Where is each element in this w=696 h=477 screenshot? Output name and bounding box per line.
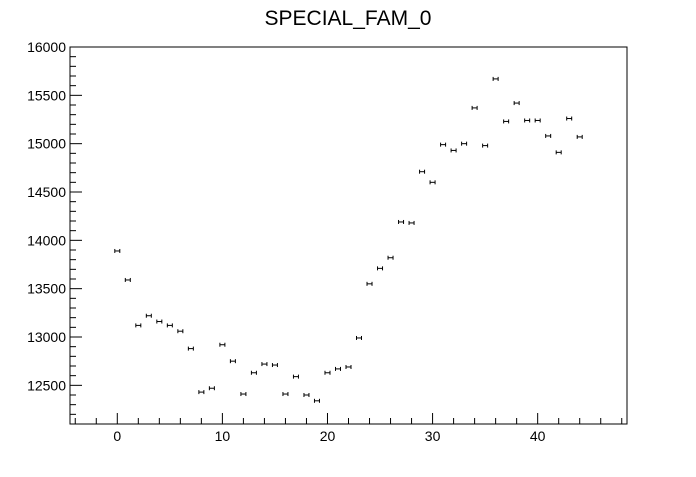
- data-point: [492, 76, 499, 81]
- data-point: [324, 370, 331, 375]
- y-tick-label: 15000: [27, 136, 66, 152]
- data-point: [387, 255, 394, 260]
- x-tick-label: 0: [113, 428, 121, 444]
- data-point: [219, 342, 226, 347]
- data-point: [198, 390, 205, 395]
- data-point: [408, 220, 415, 225]
- x-axis: 0 10 20 30 40: [74, 413, 623, 444]
- data-point: [229, 359, 236, 364]
- data-point: [135, 323, 142, 328]
- data-point: [419, 169, 426, 174]
- data-point: [177, 329, 184, 334]
- data-point: [187, 346, 194, 351]
- data-point: [503, 119, 510, 124]
- y-tick-label: 12500: [27, 377, 66, 393]
- data-point: [555, 150, 562, 155]
- data-point: [271, 363, 278, 368]
- data-point: [429, 180, 436, 185]
- data-point: [282, 392, 289, 397]
- y-tick-label: 13000: [27, 329, 66, 345]
- data-point: [513, 101, 520, 106]
- chart-title: SPECIAL_FAM_0: [265, 7, 432, 30]
- data-point: [114, 248, 121, 253]
- data-point: [534, 118, 541, 123]
- data-point: [398, 219, 405, 224]
- y-axis: 12500 13000 13500 14000 14500 15000 15500 16000: [27, 39, 82, 415]
- data-point: [377, 266, 384, 271]
- data-point: [450, 148, 457, 153]
- x-tick-label: 20: [320, 428, 336, 444]
- data-point: [240, 392, 247, 397]
- x-tick-label: 10: [215, 428, 231, 444]
- data-point: [313, 398, 320, 403]
- data-point: [334, 366, 341, 371]
- data-point: [366, 281, 373, 286]
- data-point: [208, 386, 215, 391]
- data-point: [345, 364, 352, 369]
- y-tick-label: 13500: [27, 281, 66, 297]
- data-point: [292, 374, 299, 379]
- data-point: [524, 118, 531, 123]
- y-tick-label: 14000: [27, 232, 66, 248]
- x-tick-label: 30: [425, 428, 441, 444]
- data-point: [576, 134, 583, 139]
- data-point: [461, 141, 468, 146]
- data-point: [261, 362, 268, 367]
- data-point: [566, 116, 573, 121]
- data-point: [156, 319, 163, 324]
- y-tick-label: 14500: [27, 184, 66, 200]
- y-tick-label: 16000: [27, 39, 66, 55]
- data-point: [145, 313, 152, 318]
- data-point: [440, 142, 447, 147]
- x-tick-label: 40: [530, 428, 546, 444]
- data-point: [471, 105, 478, 110]
- data-points: [114, 76, 583, 403]
- y-tick-label: 15500: [27, 87, 66, 103]
- data-point: [250, 370, 257, 375]
- data-point: [124, 277, 131, 282]
- data-point: [545, 133, 552, 138]
- data-point: [166, 323, 173, 328]
- data-point: [303, 393, 310, 397]
- data-point: [356, 335, 363, 340]
- data-point: [482, 143, 489, 148]
